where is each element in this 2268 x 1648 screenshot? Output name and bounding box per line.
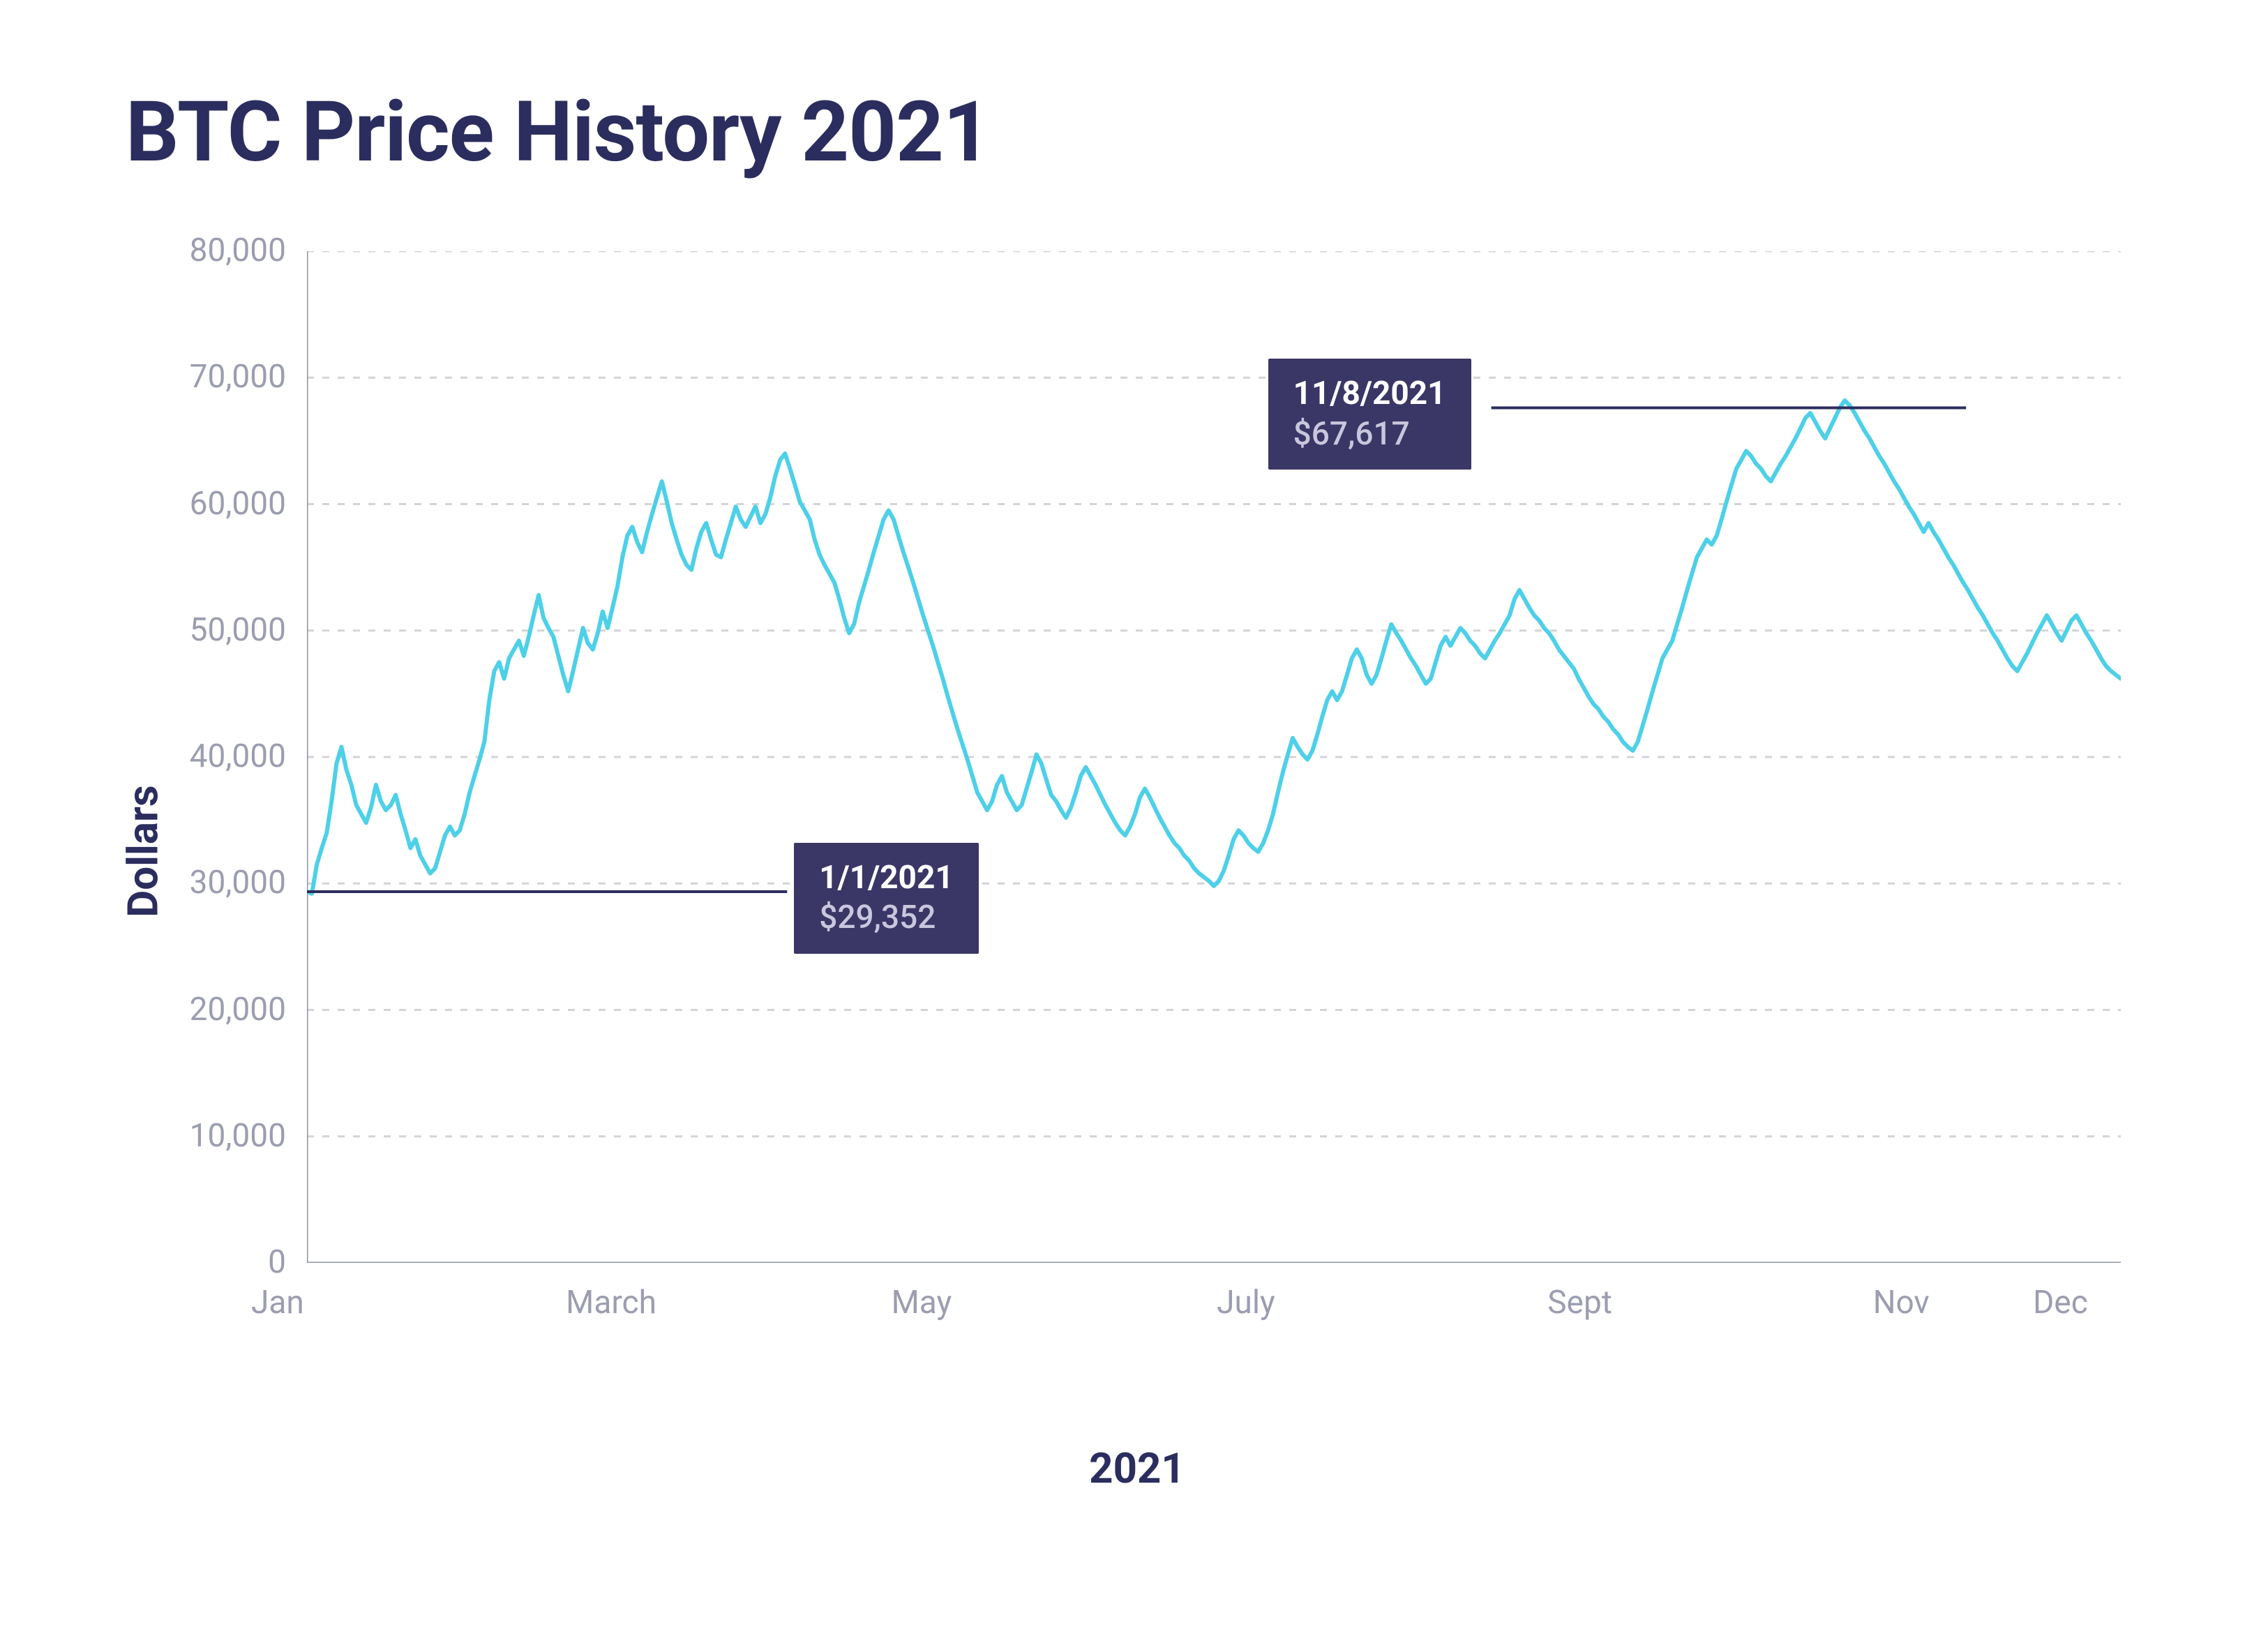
y-tick-label: 60,000 bbox=[147, 485, 286, 523]
y-tick-label: 50,000 bbox=[147, 611, 286, 649]
callout-date: 1/1/2021 bbox=[819, 858, 954, 899]
callout-price: $67,617 bbox=[1293, 414, 1446, 455]
x-tick-label: Nov bbox=[1873, 1284, 1985, 1321]
y-tick-label: 0 bbox=[147, 1243, 286, 1281]
chart-container: Dollars JanMarchMayJulySeptNovDec 010,00… bbox=[126, 223, 2149, 1479]
x-tick-label: May bbox=[892, 1284, 1003, 1321]
y-tick-label: 20,000 bbox=[147, 991, 286, 1028]
x-tick-label: July bbox=[1217, 1284, 1328, 1321]
price-callout: 1/1/2021$29,352 bbox=[794, 843, 979, 954]
x-tick-label: Dec bbox=[2033, 1284, 2145, 1321]
price-callout: 11/8/2021$67,617 bbox=[1268, 359, 1471, 470]
y-tick-label: 80,000 bbox=[147, 232, 286, 269]
chart-svg bbox=[307, 251, 2121, 1263]
x-tick-label: Jan bbox=[251, 1284, 363, 1321]
y-tick-label: 10,000 bbox=[147, 1117, 286, 1155]
y-tick-label: 30,000 bbox=[147, 864, 286, 901]
y-tick-label: 70,000 bbox=[147, 358, 286, 396]
x-tick-label: March bbox=[566, 1284, 677, 1321]
page-root: BTC Price History 2021 Dollars JanMarchM… bbox=[0, 0, 2268, 1648]
x-axis-label: 2021 bbox=[1089, 1444, 1185, 1493]
plot-area bbox=[307, 251, 2121, 1263]
callout-price: $29,352 bbox=[819, 898, 954, 938]
chart-title: BTC Price History 2021 bbox=[126, 84, 2142, 181]
x-tick-label: Sept bbox=[1547, 1284, 1659, 1321]
callout-date: 11/8/2021 bbox=[1293, 374, 1446, 414]
y-tick-label: 40,000 bbox=[147, 737, 286, 775]
